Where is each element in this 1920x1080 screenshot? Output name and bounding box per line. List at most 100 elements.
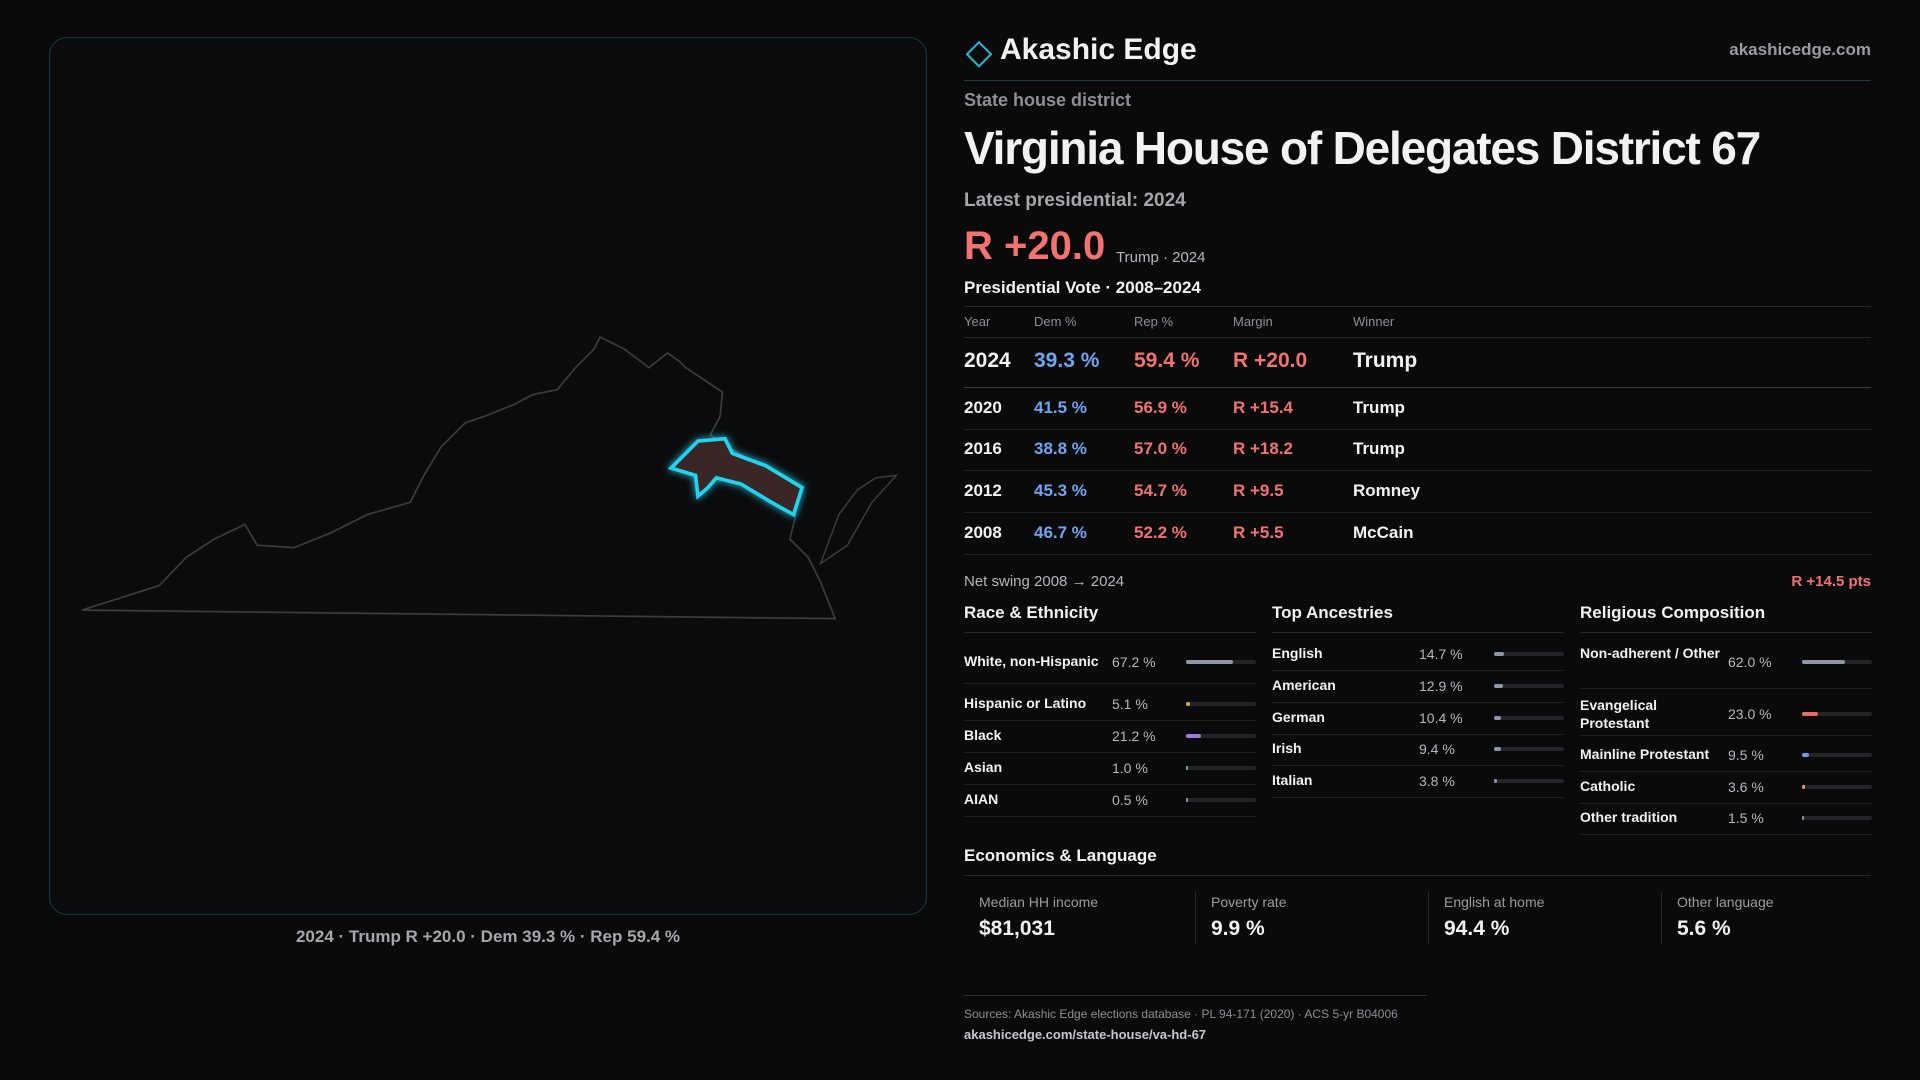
item-value: 3.6 % [1728, 778, 1764, 795]
table-cell: 57.0 % [1134, 438, 1187, 458]
item-label: Black [964, 727, 1002, 743]
bar [1494, 716, 1502, 720]
latest-detail: Trump · 2024 [1116, 249, 1206, 266]
net-swing-label: Net swing 2008 → 2024 [964, 573, 1125, 590]
table-cell: 2008 [964, 522, 1002, 542]
divider [1580, 771, 1872, 772]
sources: Sources: Akashic Edge elections database… [964, 1006, 1398, 1021]
bar-track [1802, 753, 1872, 757]
table-cell: 2012 [964, 480, 1002, 500]
table-cell: Trump [1353, 349, 1418, 373]
map-caption: 2024 · Trump R +20.0 · Dem 39.3 % · Rep … [295, 926, 681, 946]
item-value: 1.0 % [1112, 759, 1148, 776]
bar-track [1802, 785, 1872, 789]
divider [1580, 632, 1872, 633]
item-value: 21.2 % [1112, 727, 1156, 744]
item-value: 67.2 % [1112, 653, 1156, 670]
brand: Akashic Edge [1000, 33, 1197, 66]
card-value: 94.4 % [1444, 917, 1510, 941]
section-title: Top Ancestries [1272, 602, 1393, 622]
item-value: 9.4 % [1419, 740, 1455, 757]
item-label: Irish [1272, 740, 1302, 756]
table-cell: 2016 [964, 438, 1002, 458]
divider [1580, 802, 1872, 804]
bar-track [1802, 712, 1872, 716]
table-cell: Trump [1353, 397, 1405, 417]
divider [1272, 702, 1564, 703]
net-swing-value: R +14.5 pts [1791, 573, 1871, 590]
bar [1186, 702, 1190, 706]
bar [1802, 712, 1819, 716]
table-cell: 2020 [964, 397, 1002, 417]
card-label: Median HH income [979, 893, 1099, 910]
divider [964, 683, 1256, 684]
item-value: 3.8 % [1419, 772, 1455, 789]
bar [1186, 798, 1188, 802]
card-divider [1195, 892, 1196, 944]
item-value: 23.0 % [1728, 705, 1772, 722]
item-label: Asian [964, 759, 1003, 775]
bar [1802, 753, 1809, 757]
table-cell: 59.4 % [1134, 349, 1200, 373]
divider [964, 306, 1871, 307]
table-cell: 2024 [964, 349, 1011, 373]
bar [1494, 652, 1505, 656]
divider [964, 784, 1256, 785]
section-title: Religious Composition [1580, 602, 1766, 622]
district-kind: State house district [964, 90, 1132, 111]
table-cell: R +20.0 [1233, 349, 1308, 373]
table-cell: McCain [1353, 522, 1414, 542]
table-header: Dem % [1034, 314, 1077, 330]
card-value: $81,031 [979, 917, 1055, 941]
card-divider [1428, 892, 1429, 944]
latest-margin: R +20.0 [964, 224, 1106, 268]
table-title: Presidential Vote · 2008–2024 [964, 277, 1201, 297]
item-value: 1.5 % [1728, 809, 1764, 826]
table-cell: Trump [1353, 438, 1405, 458]
divider [1580, 834, 1872, 835]
item-label: Catholic [1580, 778, 1636, 794]
table-header: Margin [1233, 314, 1273, 330]
econ-title: Economics & Language [964, 845, 1157, 865]
divider [1580, 734, 1872, 736]
item-value: 5.1 % [1112, 695, 1148, 712]
bar [1802, 785, 1805, 789]
table-cell: 56.9 % [1134, 397, 1187, 417]
table-cell: 38.8 % [1034, 438, 1087, 458]
bar [1186, 734, 1201, 738]
district-title: Virginia House of Delegates District 67 [964, 122, 1761, 175]
divider [964, 554, 1871, 555]
divider [964, 429, 1871, 430]
table-cell: R +5.5 [1233, 522, 1284, 542]
item-label: Hispanic or Latino [964, 695, 1087, 711]
district-shape [667, 436, 805, 518]
divider [964, 816, 1256, 817]
item-label: White, non-Hispanic [964, 653, 1099, 669]
divider [964, 875, 1871, 876]
table-cell: 52.2 % [1134, 522, 1187, 542]
logo [965, 40, 993, 68]
bar-track [1186, 798, 1256, 802]
table-cell: 46.7 % [1034, 522, 1087, 542]
bar-track [1494, 652, 1564, 656]
divider [1272, 733, 1564, 735]
table-cell: Romney [1353, 480, 1421, 500]
item-value: 9.5 % [1728, 746, 1764, 763]
item-label: English [1272, 645, 1323, 661]
site: akashicedge.com [1729, 39, 1871, 59]
item-value: 62.0 % [1728, 653, 1772, 670]
table-cell: R +9.5 [1233, 480, 1284, 500]
bar-track [1494, 684, 1564, 688]
bar [1802, 660, 1846, 664]
card-value: 9.9 % [1211, 917, 1265, 941]
table-cell: 39.3 % [1034, 349, 1100, 373]
divider [964, 387, 1871, 388]
map [49, 37, 927, 915]
divider [1272, 632, 1564, 633]
divider [964, 752, 1256, 753]
bar-track [1802, 816, 1872, 820]
item-label: American [1272, 677, 1336, 693]
divider [964, 720, 1256, 721]
item-value: 0.5 % [1112, 791, 1148, 808]
